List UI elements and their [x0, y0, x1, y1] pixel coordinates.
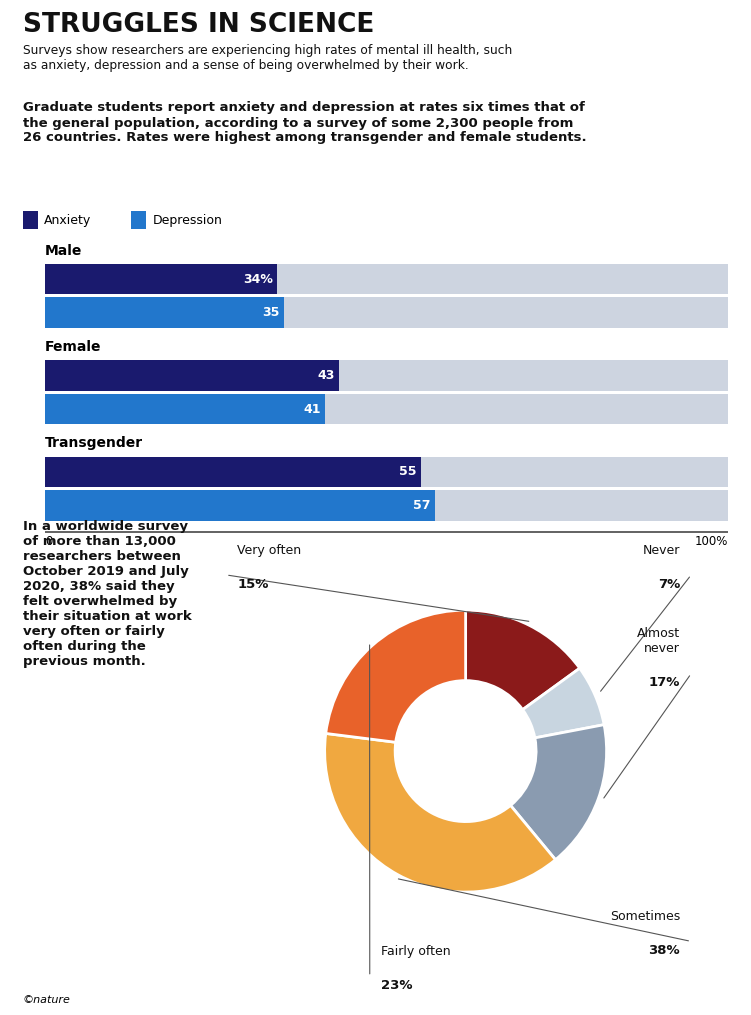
- Wedge shape: [466, 610, 580, 709]
- Text: Almost
never: Almost never: [637, 627, 680, 656]
- Text: STRUGGLES IN SCIENCE: STRUGGLES IN SCIENCE: [23, 12, 374, 39]
- Text: Depression: Depression: [152, 214, 222, 226]
- Text: 35: 35: [262, 307, 279, 319]
- Text: Sometimes: Sometimes: [610, 910, 680, 923]
- Text: 100%: 100%: [695, 535, 728, 548]
- Wedge shape: [326, 610, 466, 742]
- Text: Very often: Very often: [237, 544, 301, 556]
- Text: 43: 43: [317, 369, 334, 382]
- Text: 34%: 34%: [243, 273, 273, 285]
- Text: Female: Female: [45, 340, 101, 354]
- Text: Graduate students report anxiety and depression at rates six times that of
the g: Graduate students report anxiety and dep…: [23, 102, 586, 144]
- Text: Anxiety: Anxiety: [44, 214, 91, 226]
- Text: Transgender: Transgender: [45, 436, 143, 451]
- Wedge shape: [511, 725, 607, 860]
- Text: Male: Male: [45, 244, 83, 258]
- Text: 23%: 23%: [381, 979, 412, 993]
- Text: 0: 0: [45, 535, 53, 548]
- Text: 7%: 7%: [658, 578, 680, 591]
- Text: 15%: 15%: [237, 578, 269, 591]
- Text: 55: 55: [399, 466, 417, 478]
- Text: 17%: 17%: [649, 676, 680, 689]
- Text: ©nature: ©nature: [23, 995, 71, 1005]
- Text: 38%: 38%: [648, 944, 680, 957]
- Text: 41: 41: [303, 403, 321, 415]
- Text: 57: 57: [412, 499, 430, 512]
- Text: In a worldwide survey
of more than 13,000
researchers between
October 2019 and J: In a worldwide survey of more than 13,00…: [23, 520, 192, 668]
- Wedge shape: [324, 734, 556, 892]
- Text: Never: Never: [643, 544, 680, 556]
- Text: Fairly often: Fairly often: [381, 945, 451, 958]
- Wedge shape: [523, 668, 604, 738]
- Text: Surveys show researchers are experiencing high rates of mental ill health, such
: Surveys show researchers are experiencin…: [23, 44, 511, 72]
